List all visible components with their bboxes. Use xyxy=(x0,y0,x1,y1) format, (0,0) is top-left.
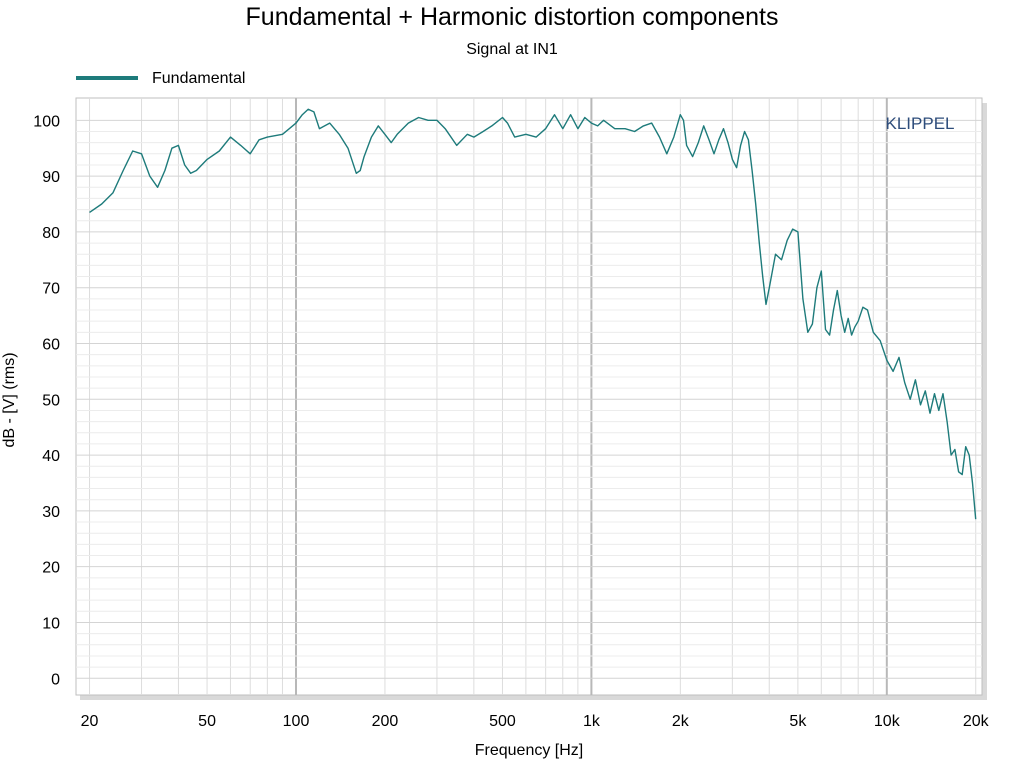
y-tick-label: 100 xyxy=(33,113,60,130)
x-tick-label: 200 xyxy=(372,713,399,730)
x-tick-label: 1k xyxy=(583,713,601,730)
y-tick-label: 0 xyxy=(51,671,60,688)
y-tick-label: 40 xyxy=(42,448,60,465)
chart-subtitle: Signal at IN1 xyxy=(466,41,558,58)
x-tick-label: 50 xyxy=(198,713,216,730)
y-axis-label: dB - [V] (rms) xyxy=(1,352,18,447)
klippel-watermark: KLIPPEL xyxy=(886,114,955,133)
fundamental-curve xyxy=(89,108,977,520)
x-tick-label: 100 xyxy=(283,713,310,730)
y-tick-label: 30 xyxy=(42,504,60,521)
grid xyxy=(76,98,982,695)
x-axis-label: Frequency [Hz] xyxy=(475,742,583,759)
chart-title: Fundamental + Harmonic distortion compon… xyxy=(246,3,779,31)
x-tick-label: 500 xyxy=(489,713,516,730)
y-tick-label: 50 xyxy=(42,392,60,409)
x-tick-label: 5k xyxy=(789,713,807,730)
y-tick-label: 70 xyxy=(42,281,60,298)
y-tick-label: 60 xyxy=(42,336,60,353)
x-tick-label: 2k xyxy=(672,713,690,730)
x-tick-label: 10k xyxy=(874,713,901,730)
y-tick-label: 20 xyxy=(42,560,60,577)
legend: Fundamental xyxy=(76,70,245,87)
y-tick-label: 10 xyxy=(42,615,60,632)
axis-ticks: 0 10 20 30 40 50 60 70 80 90 100 20 50 100 200 500 1k 2k 5… xyxy=(33,113,989,730)
y-tick-label: 90 xyxy=(42,169,60,186)
x-tick-label: 20 xyxy=(81,713,99,730)
y-tick-label: 80 xyxy=(42,225,60,242)
plot-area xyxy=(75,97,983,696)
legend-label-fundamental: Fundamental xyxy=(152,70,245,87)
x-tick-label: 20k xyxy=(963,713,990,730)
